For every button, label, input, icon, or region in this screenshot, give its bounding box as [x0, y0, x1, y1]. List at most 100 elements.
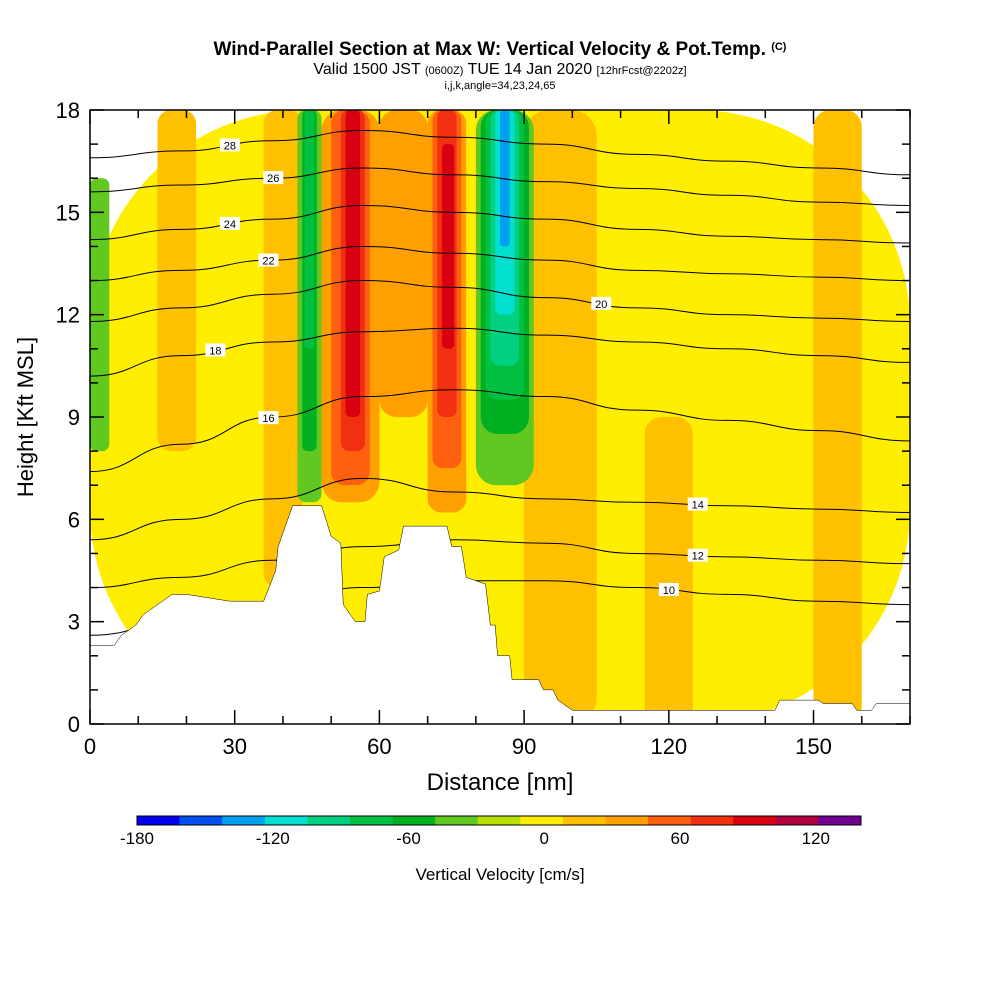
isotherm-label-text: 10: [663, 585, 675, 597]
isotherm-line: [90, 280, 910, 322]
colorbar: -180 -120 -60 0 60 120: [120, 815, 862, 848]
isotherm-label-text: 14: [692, 500, 704, 512]
colorbar-swatch: [775, 816, 819, 825]
velocity-patch: [345, 110, 361, 417]
valid-prefix: Valid 1500 JST: [313, 61, 421, 78]
x-tick-label: 120: [650, 734, 687, 759]
valid-date: TUE 14 Jan 2020: [467, 61, 593, 78]
velocity-patch: [379, 110, 428, 417]
chart-title-block: Wind-Parallel Section at Max W: Vertical…: [0, 36, 1000, 92]
colorbar-swatch: [307, 816, 351, 825]
x-tick-label: 90: [512, 734, 536, 759]
colorbar-tick-label: 120: [802, 829, 830, 848]
colorbar-tick-label: -120: [256, 829, 290, 848]
isotherm-label-text: 16: [262, 413, 274, 425]
isotherm-line: [90, 477, 910, 541]
isotherm-label-bg: [687, 497, 708, 511]
velocity-patch: [442, 144, 455, 349]
isotherm-label-bg: [658, 582, 679, 596]
terrain-fill: [90, 505, 910, 724]
velocity-patch: [524, 110, 597, 724]
isotherm-line: [90, 245, 910, 282]
y-tick-label: 6: [68, 507, 80, 532]
isotherm-label-bg: [205, 343, 226, 357]
y-tick-label: 18: [56, 98, 80, 123]
isotherm-label-bg: [219, 216, 240, 230]
isotherm-label: 18: [205, 343, 226, 357]
velocity-patch: [500, 110, 510, 247]
colorbar-swatch: [605, 816, 649, 825]
x-tick-label: 0: [84, 734, 96, 759]
y-axis-label: Height [Kft MSL]: [13, 337, 38, 497]
colorbar-swatch: [818, 816, 862, 825]
chart-title: Wind-Parallel Section at Max W: Vertical…: [0, 36, 1000, 61]
forecast-label: [12hrFcst@2202z]: [596, 65, 687, 77]
y-tick-label: 12: [56, 303, 80, 328]
isotherm-label-bg: [591, 296, 612, 310]
isotherm-label: 16: [258, 411, 279, 425]
isotherm-label: 24: [219, 216, 240, 231]
x-tick-label: 150: [795, 734, 832, 759]
colorbar-label: Vertical Velocity [cm/s]: [415, 865, 584, 884]
velocity-patch: [157, 110, 197, 452]
valid-utc: (0600Z): [424, 65, 464, 77]
colorbar-swatch: [520, 816, 564, 825]
colorbar-swatch: [477, 816, 521, 825]
colorbar-swatch: [179, 816, 223, 825]
colorbar-tick-label: 0: [540, 829, 549, 848]
colorbar-swatch: [690, 816, 734, 825]
isotherm-label-bg: [219, 138, 240, 152]
x-tick-label: 30: [222, 734, 246, 759]
isotherm-label: 10: [658, 582, 679, 597]
colorbar-tick-label: 60: [671, 829, 690, 848]
isotherm-label-text: 20: [595, 299, 607, 311]
isotherm-label: 26: [263, 171, 284, 185]
title-text: Wind-Parallel Section at Max W: Vertical…: [213, 39, 766, 60]
isotherm-label-bg: [258, 253, 279, 267]
colorbar-swatch: [733, 816, 777, 825]
velocity-patch: [644, 417, 693, 724]
isotherm-label-text: 26: [267, 173, 279, 185]
isotherm-label: 22: [258, 253, 279, 268]
isotherm-label-text: 22: [262, 256, 274, 268]
y-tick-label: 3: [68, 610, 80, 635]
colorbar-swatch: [648, 816, 691, 825]
isotherm-line: [90, 389, 910, 473]
velocity-patch: [304, 110, 315, 349]
title-unit: (C): [771, 41, 787, 53]
colorbar-tick-label: -180: [120, 829, 154, 848]
valid-time: Valid 1500 JST (0600Z) TUE 14 Jan 2020 […: [0, 61, 1000, 80]
isotherm-label-bg: [263, 171, 284, 185]
terrain-mask: [90, 505, 910, 724]
y-tick-label: 15: [56, 200, 80, 225]
isotherm-label-text: 12: [692, 551, 704, 563]
isotherm-line: [90, 539, 910, 589]
isotherm-label-bg: [258, 411, 279, 425]
isotherm-label-text: 24: [224, 219, 236, 231]
velocity-patch: [813, 110, 862, 724]
colorbar-swatch: [392, 816, 436, 825]
x-tick-label: 60: [367, 734, 391, 759]
colorbar-swatch: [349, 816, 393, 825]
grid-indices: i,j,k,angle=34,23,24,65: [444, 80, 556, 92]
velocity-patch: [263, 110, 303, 588]
y-tick-label: 9: [68, 405, 80, 430]
isotherm-label-text: 18: [209, 345, 221, 357]
y-tick-label: 0: [68, 712, 80, 737]
colorbar-swatch: [562, 816, 606, 825]
x-axis-label: Distance [nm]: [427, 769, 574, 796]
isotherm-label: 14: [687, 497, 708, 512]
isotherm-label: 12: [687, 548, 708, 563]
isotherm-label-text: 28: [224, 140, 236, 152]
colorbar-swatch: [264, 816, 308, 825]
colorbar-swatch: [222, 816, 266, 825]
colorbar-swatch: [137, 816, 180, 825]
isotherm-line: [90, 167, 910, 207]
axes: 0 30 60 90 120 150 0 3 6 9 12 15 18: [56, 98, 911, 759]
contour-labels: 10 12 14 16 18 20 22 24 26 28: [205, 138, 708, 597]
colorbar-tick-label: -60: [396, 829, 421, 848]
colorbar-swatch: [435, 816, 479, 825]
isotherm-label: 20: [591, 296, 612, 311]
isotherm-label-bg: [687, 548, 708, 562]
